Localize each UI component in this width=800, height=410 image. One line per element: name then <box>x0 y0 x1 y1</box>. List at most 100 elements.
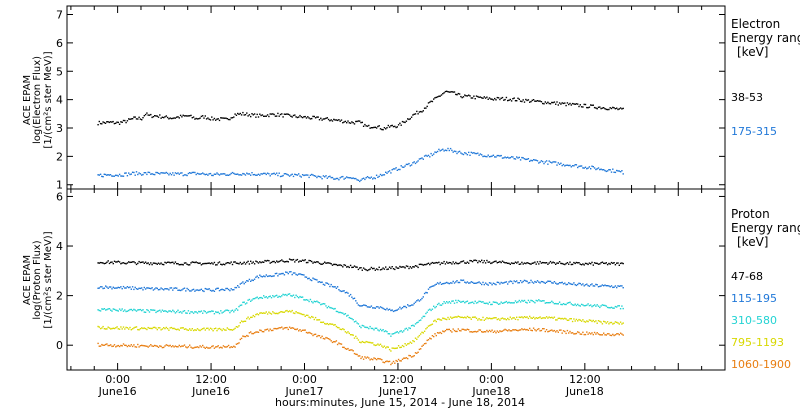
data-point-proton-2 <box>246 302 248 304</box>
data-point-proton-2 <box>604 304 606 307</box>
data-point-proton-1 <box>431 285 434 287</box>
data-point-proton-1 <box>137 288 139 290</box>
data-point-proton-2 <box>141 309 143 312</box>
data-point-proton-2 <box>212 310 214 312</box>
data-point-proton-0 <box>147 262 149 264</box>
x-tick-label-day-5: June18 <box>565 385 604 398</box>
data-point-proton-2 <box>273 296 275 298</box>
data-point-electron-1 <box>356 179 358 181</box>
data-point-proton-4 <box>311 333 313 335</box>
data-point-proton-4 <box>147 346 149 348</box>
data-point-electron-0 <box>194 118 196 120</box>
data-point-proton-0 <box>356 266 358 268</box>
data-point-electron-1 <box>544 161 546 163</box>
electron-legend-title: Electron <box>731 17 780 31</box>
data-point-electron-1 <box>339 177 341 179</box>
proton-legend-795-1193: 795-1193 <box>731 336 784 349</box>
data-point-proton-4 <box>410 356 413 358</box>
data-point-electron-0 <box>304 115 306 118</box>
data-point-proton-1 <box>536 280 539 282</box>
data-point-proton-2 <box>440 304 443 306</box>
data-point-electron-1 <box>525 158 527 161</box>
data-point-electron-0 <box>530 100 532 103</box>
data-point-proton-2 <box>191 311 193 313</box>
data-point-proton-4 <box>139 345 142 347</box>
data-point-proton-3 <box>387 346 389 348</box>
data-point-proton-2 <box>621 305 623 307</box>
data-point-electron-0 <box>288 114 291 116</box>
data-point-electron-0 <box>115 122 117 124</box>
data-point-proton-0 <box>243 261 245 263</box>
data-point-proton-0 <box>151 263 153 266</box>
data-point-electron-1 <box>418 158 421 160</box>
data-point-proton-3 <box>317 319 319 321</box>
data-point-proton-3 <box>107 326 109 328</box>
data-point-electron-1 <box>479 153 482 155</box>
data-point-electron-1 <box>497 154 500 157</box>
data-point-electron-1 <box>578 165 580 168</box>
data-point-proton-0 <box>209 262 212 265</box>
data-point-proton-3 <box>147 326 149 329</box>
data-point-proton-1 <box>299 273 301 275</box>
data-point-electron-0 <box>299 114 301 117</box>
data-point-proton-1 <box>265 274 267 276</box>
data-point-proton-4 <box>462 328 465 331</box>
electron-ylabel-line2: log(Electron Flux) <box>32 56 43 144</box>
data-point-electron-1 <box>364 178 366 181</box>
data-point-proton-4 <box>151 345 153 347</box>
data-point-proton-4 <box>514 329 517 331</box>
data-point-proton-1 <box>547 280 549 282</box>
data-point-proton-3 <box>549 317 552 319</box>
data-point-proton-4 <box>259 329 261 331</box>
data-point-electron-0 <box>348 122 350 124</box>
data-point-proton-3 <box>101 327 103 329</box>
data-point-proton-4 <box>470 331 472 333</box>
data-point-proton-0 <box>465 262 467 264</box>
data-point-electron-1 <box>530 159 532 162</box>
data-point-proton-2 <box>135 310 138 312</box>
data-point-proton-0 <box>265 260 267 262</box>
data-point-proton-0 <box>224 263 226 266</box>
data-point-proton-1 <box>378 307 380 309</box>
data-point-electron-0 <box>177 116 179 118</box>
x-tick-label-time-0: 0:00 <box>105 373 130 386</box>
data-point-electron-1 <box>517 157 519 159</box>
data-point-proton-0 <box>336 264 339 267</box>
data-point-electron-1 <box>410 164 413 166</box>
data-point-proton-1 <box>256 275 258 277</box>
electron-legend-subtitle: Energy ranges <box>731 31 800 45</box>
data-point-proton-3 <box>373 344 375 346</box>
data-point-electron-1 <box>534 159 536 161</box>
data-point-proton-3 <box>170 326 173 329</box>
data-point-electron-1 <box>330 176 332 179</box>
data-point-electron-0 <box>233 116 235 118</box>
data-point-proton-3 <box>204 329 206 331</box>
data-point-electron-0 <box>488 97 491 99</box>
data-point-proton-2 <box>130 308 132 311</box>
data-point-electron-1 <box>496 154 498 157</box>
data-point-proton-4 <box>268 330 270 332</box>
data-point-proton-2 <box>597 305 600 307</box>
data-point-proton-2 <box>540 300 543 302</box>
data-point-proton-4 <box>290 327 292 329</box>
data-point-proton-0 <box>334 263 336 266</box>
data-point-electron-0 <box>155 115 157 117</box>
data-point-proton-3 <box>261 312 264 314</box>
data-point-proton-3 <box>601 323 604 325</box>
data-point-proton-1 <box>553 281 556 283</box>
data-point-proton-1 <box>183 287 186 289</box>
data-point-proton-2 <box>339 311 341 314</box>
data-point-electron-1 <box>148 171 151 174</box>
data-point-electron-0 <box>111 121 113 123</box>
data-point-electron-1 <box>446 149 448 152</box>
data-point-proton-4 <box>187 346 190 348</box>
data-point-electron-1 <box>203 173 205 175</box>
data-point-proton-0 <box>195 261 197 263</box>
data-point-proton-0 <box>122 262 125 264</box>
data-point-proton-2 <box>107 308 109 310</box>
data-point-electron-0 <box>605 108 607 111</box>
data-point-proton-4 <box>342 346 344 348</box>
data-point-electron-1 <box>464 152 466 154</box>
data-point-proton-1 <box>512 282 514 285</box>
data-point-proton-3 <box>292 312 295 314</box>
